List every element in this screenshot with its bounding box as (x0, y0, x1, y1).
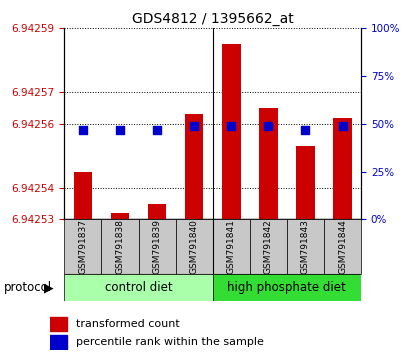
Text: ▶: ▶ (44, 281, 53, 294)
Text: protocol: protocol (4, 281, 52, 294)
Point (154, 127, 160, 132)
Text: GSM791840: GSM791840 (190, 219, 199, 274)
Bar (64, 274, 213, 301)
Bar (287, 219, 324, 274)
Point (80, 127, 86, 132)
Point (228, 123, 234, 129)
Bar (64, 219, 101, 274)
Point (339, 123, 346, 129)
Text: GSM791844: GSM791844 (338, 219, 347, 274)
Title: GDS4812 / 1395662_at: GDS4812 / 1395662_at (132, 12, 293, 26)
Bar (250, 219, 287, 274)
Text: GSM791839: GSM791839 (153, 219, 161, 274)
Point (265, 123, 272, 129)
Bar (50, 335, 67, 349)
Bar (213, 274, 361, 301)
Bar (296, 146, 315, 219)
Bar (213, 219, 250, 274)
Text: GSM791837: GSM791837 (78, 219, 88, 274)
Bar (333, 118, 352, 219)
Text: control diet: control diet (105, 281, 172, 294)
Text: GSM791842: GSM791842 (264, 219, 273, 274)
Bar (176, 219, 213, 274)
Bar (185, 114, 203, 219)
Bar (222, 44, 241, 219)
Bar (139, 219, 176, 274)
Bar (324, 219, 361, 274)
Text: percentile rank within the sample: percentile rank within the sample (76, 337, 264, 347)
Point (191, 123, 198, 129)
Bar (148, 204, 166, 219)
Bar (259, 108, 278, 219)
Bar (73, 172, 92, 219)
Text: GSM791841: GSM791841 (227, 219, 236, 274)
Point (117, 127, 123, 132)
Text: GSM791838: GSM791838 (115, 219, 124, 274)
Bar (50, 317, 67, 331)
Text: transformed count: transformed count (76, 319, 180, 329)
Bar (111, 213, 129, 219)
Point (302, 127, 309, 132)
Text: GSM791843: GSM791843 (301, 219, 310, 274)
Bar (101, 219, 139, 274)
Text: high phosphate diet: high phosphate diet (227, 281, 346, 294)
